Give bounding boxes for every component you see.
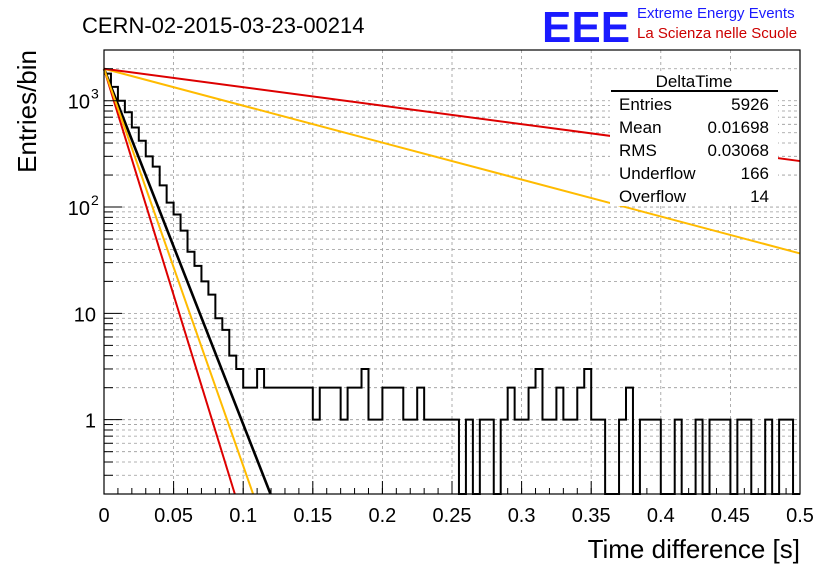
fit-curve-4 — [103, 67, 801, 255]
stat-label-overflow: Overflow — [619, 187, 687, 206]
x-tick-label: 0.2 — [368, 505, 396, 527]
stat-value-mean: 0.01698 — [708, 118, 769, 137]
axis-ticks: 0 0.05 0.1 0.15 0.2 0.25 0.3 0.35 0.4 0.45 0.5 1 10 1… — [68, 49, 814, 527]
y-tick-label: 10 — [74, 304, 96, 326]
tagline-line-2: La Scienza nelle Scuole — [637, 25, 797, 42]
run-title: CERN-02-2015-03-23-00214 — [82, 13, 365, 38]
y-tick-label: 1 — [85, 411, 96, 433]
y-tick-exponent: 3 — [91, 86, 99, 102]
stat-label-underflow: Underflow — [619, 164, 696, 183]
stat-label-rms: RMS — [619, 141, 657, 160]
x-tick-label: 0.25 — [433, 505, 472, 527]
y-tick-label: 10 — [68, 198, 90, 220]
stats-box-background — [610, 73, 778, 206]
stat-value-entries: 5926 — [731, 95, 769, 114]
x-axis-title: Time difference [s] — [588, 534, 800, 564]
fit-curve-2 — [103, 68, 236, 495]
histogram-layer — [104, 72, 800, 495]
stat-label-entries: Entries — [619, 95, 672, 114]
eee-logo: EEE — [542, 3, 630, 52]
tagline-line-1: Extreme Energy Events — [637, 5, 795, 22]
stats-box: DeltaTime Entries 5926 Mean 0.01698 RMS … — [610, 72, 778, 206]
y-axis-title: Entries/bin — [12, 50, 42, 173]
stat-value-overflow: 14 — [750, 187, 769, 206]
x-tick-label: 0.15 — [293, 505, 332, 527]
x-tick-label: 0.45 — [711, 505, 750, 527]
fit-curve-3 — [103, 68, 255, 495]
x-tick-label: 0.35 — [572, 505, 611, 527]
y-tick-label: 10 — [68, 92, 90, 114]
x-tick-label: 0.1 — [229, 505, 257, 527]
y-tick-exponent: 2 — [91, 192, 99, 208]
stat-value-rms: 0.03068 — [708, 141, 769, 160]
fit-curve-1 — [102, 68, 272, 495]
x-tick-label: 0.3 — [508, 505, 536, 527]
x-tick-label: 0.4 — [647, 505, 675, 527]
x-tick-label: 0.5 — [786, 505, 814, 527]
x-tick-label: 0 — [98, 505, 109, 527]
histogram-outline — [104, 72, 800, 495]
grid — [104, 49, 800, 495]
stats-title: DeltaTime — [656, 72, 733, 91]
stat-value-underflow: 166 — [741, 164, 769, 183]
stat-label-mean: Mean — [619, 118, 662, 137]
x-tick-label: 0.05 — [154, 505, 193, 527]
